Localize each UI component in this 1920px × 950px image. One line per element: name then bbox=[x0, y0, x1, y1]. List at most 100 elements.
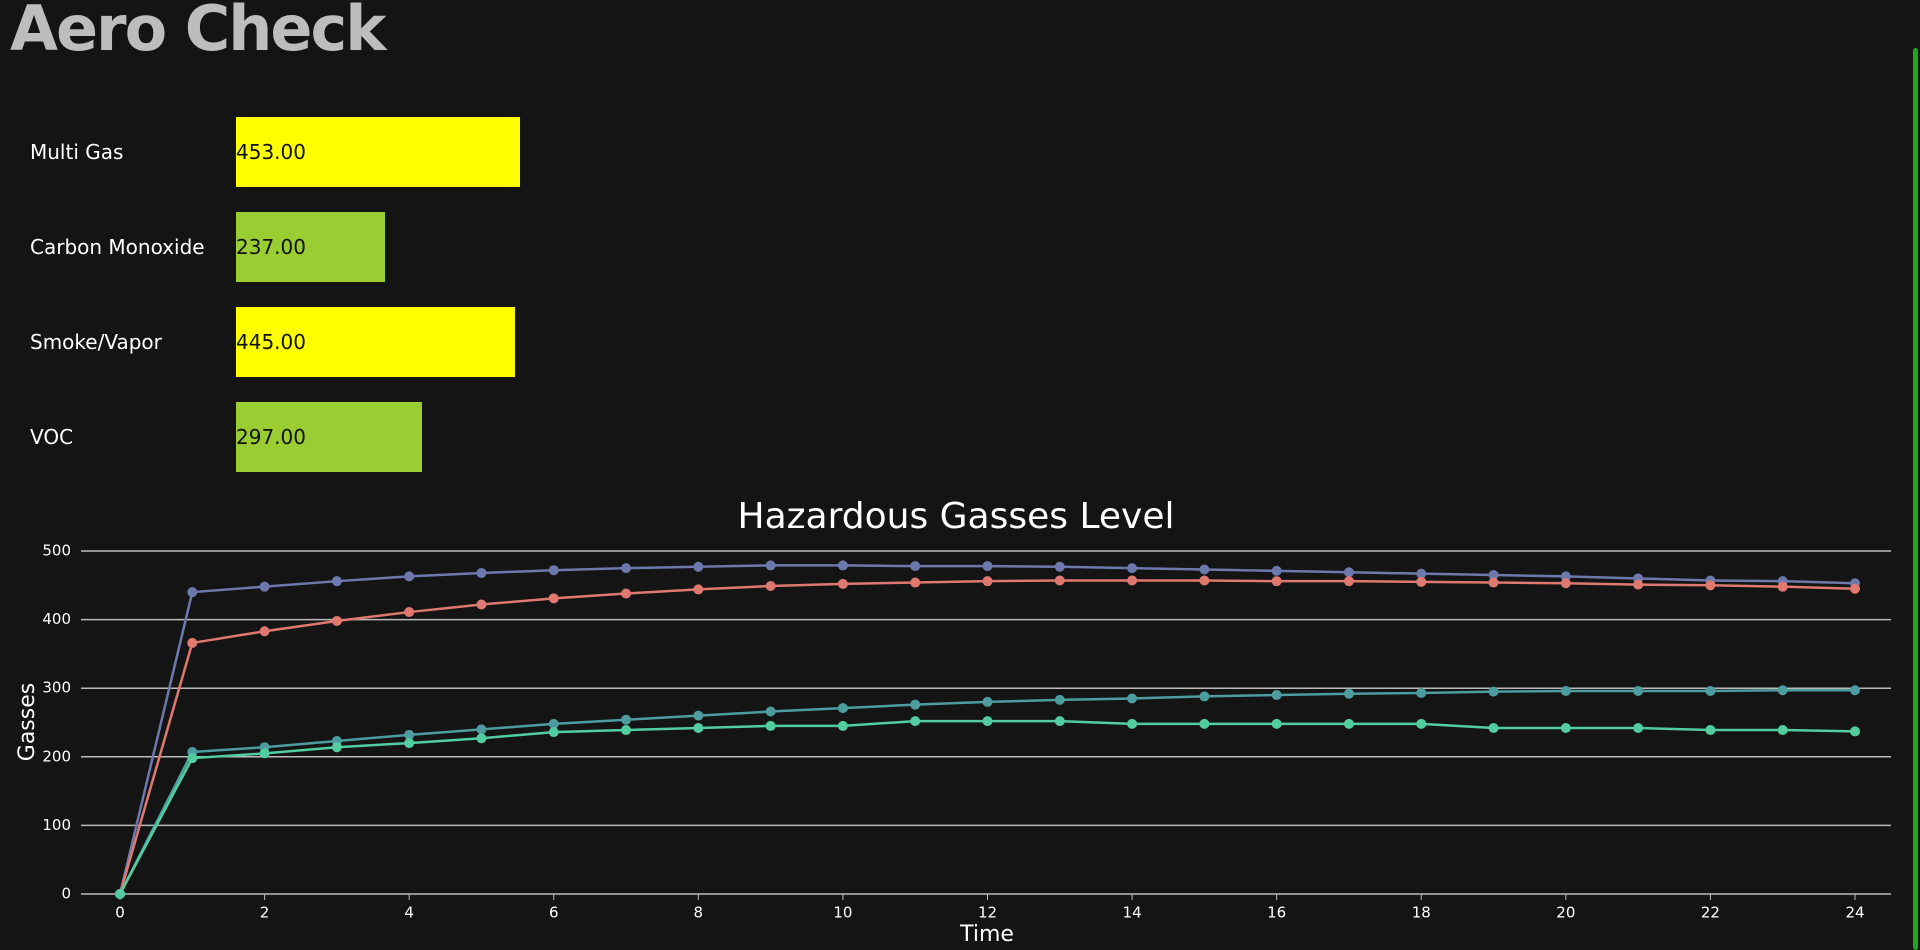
y-tick-label: 200 bbox=[42, 747, 71, 765]
data-point bbox=[1777, 685, 1788, 696]
data-point bbox=[1850, 726, 1860, 737]
data-point bbox=[1343, 718, 1354, 729]
chart: Hazardous Gasses Level Gasses Time 01002… bbox=[15, 496, 1891, 947]
y-tick-label: 100 bbox=[42, 816, 71, 834]
data-point bbox=[1127, 693, 1138, 704]
data-point bbox=[259, 748, 270, 759]
x-tick-label: 8 bbox=[694, 904, 704, 922]
data-point bbox=[1199, 718, 1210, 729]
x-tick-label: 10 bbox=[833, 904, 852, 922]
data-point bbox=[693, 584, 704, 595]
series-line bbox=[118, 719, 1856, 895]
data-point bbox=[837, 560, 848, 571]
data-point bbox=[1488, 570, 1499, 581]
data-point bbox=[259, 626, 270, 637]
data-point bbox=[1705, 725, 1716, 736]
y-tick-label: 300 bbox=[42, 679, 71, 697]
gauge-value: 297.00 bbox=[236, 425, 306, 449]
data-point bbox=[331, 576, 342, 587]
data-point bbox=[1343, 688, 1354, 699]
data-point bbox=[1343, 567, 1354, 578]
gauge-row: Smoke/Vapor 445.00 bbox=[30, 307, 515, 377]
data-point bbox=[837, 703, 848, 714]
gauge-row: VOC 297.00 bbox=[30, 402, 423, 472]
data-point bbox=[1705, 685, 1716, 696]
data-point bbox=[476, 599, 487, 610]
data-point bbox=[837, 720, 848, 731]
data-point bbox=[982, 561, 993, 572]
x-tick-label: 12 bbox=[978, 904, 997, 922]
data-point bbox=[187, 753, 198, 764]
y-tick-label: 400 bbox=[42, 610, 71, 628]
data-point bbox=[621, 725, 632, 736]
data-point bbox=[1199, 575, 1210, 586]
data-point bbox=[765, 560, 776, 571]
data-point bbox=[621, 714, 632, 725]
data-point bbox=[1777, 581, 1788, 592]
x-axis-title: Time bbox=[959, 922, 1014, 947]
data-point bbox=[404, 738, 415, 749]
data-point bbox=[476, 724, 487, 735]
data-point bbox=[1416, 576, 1427, 587]
gauge-value: 453.00 bbox=[236, 140, 306, 164]
data-point bbox=[331, 615, 342, 626]
data-point bbox=[1271, 690, 1282, 701]
data-point bbox=[1127, 575, 1138, 586]
data-point bbox=[1199, 691, 1210, 702]
data-point bbox=[693, 561, 704, 572]
data-point bbox=[548, 565, 559, 576]
data-point bbox=[331, 742, 342, 753]
data-point bbox=[1054, 716, 1065, 727]
data-point bbox=[187, 587, 198, 598]
data-point bbox=[187, 637, 198, 648]
data-point bbox=[1488, 686, 1499, 697]
data-point bbox=[404, 571, 415, 582]
data-point bbox=[548, 727, 559, 738]
data-point bbox=[1127, 718, 1138, 729]
gauge-row: Multi Gas 453.00 bbox=[30, 117, 521, 187]
data-point bbox=[1054, 694, 1065, 705]
data-point bbox=[404, 607, 415, 618]
data-point bbox=[982, 576, 993, 587]
data-point bbox=[548, 718, 559, 729]
data-point bbox=[910, 716, 921, 727]
x-tick-label: 2 bbox=[260, 904, 270, 922]
x-tick-label: 22 bbox=[1701, 904, 1720, 922]
data-point bbox=[765, 706, 776, 717]
data-point bbox=[1416, 688, 1427, 699]
data-point bbox=[910, 699, 921, 710]
data-point bbox=[693, 710, 704, 721]
gauge-value: 237.00 bbox=[236, 235, 306, 259]
data-point bbox=[1560, 685, 1571, 696]
data-point bbox=[1271, 576, 1282, 587]
data-point bbox=[1560, 571, 1571, 582]
data-point bbox=[548, 593, 559, 604]
x-tick-label: 16 bbox=[1267, 904, 1286, 922]
data-point bbox=[1271, 565, 1282, 576]
data-point bbox=[1199, 564, 1210, 575]
x-tick-label: 4 bbox=[404, 904, 414, 922]
x-tick-label: 6 bbox=[549, 904, 559, 922]
scrollbar[interactable] bbox=[1913, 48, 1918, 950]
gauge-bar: 237.00 bbox=[236, 212, 385, 282]
data-point bbox=[621, 588, 632, 599]
x-tick-label: 18 bbox=[1412, 904, 1431, 922]
gauge-bar: 445.00 bbox=[236, 307, 515, 377]
gauge-label: Smoke/Vapor bbox=[30, 330, 162, 354]
data-point bbox=[1633, 722, 1644, 733]
y-tick-label: 0 bbox=[61, 885, 71, 903]
gauge-bar: 297.00 bbox=[236, 402, 423, 472]
data-point bbox=[476, 733, 487, 744]
data-point bbox=[910, 561, 921, 572]
data-point bbox=[693, 722, 704, 733]
x-tick-label: 24 bbox=[1845, 904, 1864, 922]
data-point bbox=[476, 567, 487, 578]
x-tick-label: 0 bbox=[115, 904, 125, 922]
gauge-label: Carbon Monoxide bbox=[30, 235, 205, 259]
data-point bbox=[1343, 576, 1354, 587]
gauge-value: 445.00 bbox=[236, 330, 306, 354]
app-title: Aero Check bbox=[10, 0, 386, 65]
data-point bbox=[982, 696, 993, 707]
gauge-row: Carbon Monoxide 237.00 bbox=[30, 212, 385, 282]
